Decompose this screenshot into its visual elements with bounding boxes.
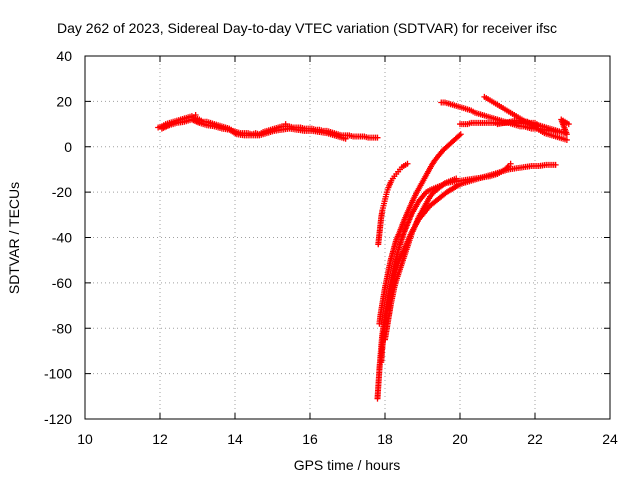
series-track-c-rising <box>376 131 464 327</box>
x-tick-label: 10 <box>77 431 93 447</box>
data-point <box>374 134 381 141</box>
data-point <box>192 111 199 118</box>
x-tick-label: 14 <box>227 431 243 447</box>
data-point <box>563 136 570 143</box>
grid-layer <box>85 56 610 419</box>
y-tick-label: -100 <box>44 366 72 382</box>
tick-layer <box>84 55 611 420</box>
x-tick-label: 16 <box>302 431 318 447</box>
x-tick-labels: 10 12 14 16 18 20 22 24 <box>77 431 618 447</box>
y-axis-label: SDTVAR / TECUs <box>6 182 22 294</box>
y-tick-label: -80 <box>52 320 72 336</box>
y-tick-labels: -120 -100 -80 -60 -40 -20 0 20 40 <box>44 48 72 427</box>
x-tick-label: 22 <box>527 431 543 447</box>
y-tick-label: 0 <box>64 139 72 155</box>
data-point <box>565 121 572 128</box>
series-upper-right-band <box>438 93 572 143</box>
data-point <box>552 161 559 168</box>
y-tick-label: -40 <box>52 230 72 246</box>
y-tick-label: 20 <box>56 93 72 109</box>
data-point <box>282 121 289 128</box>
y-tick-label: -120 <box>44 411 72 427</box>
series-daytime-band <box>155 111 381 142</box>
y-tick-label: 40 <box>56 48 72 64</box>
y-tick-label: -20 <box>52 184 72 200</box>
x-tick-label: 24 <box>602 431 618 447</box>
plot-frame <box>84 55 611 420</box>
y-tick-label: -60 <box>52 275 72 291</box>
chart-title: Day 262 of 2023, Sidereal Day-to-day VTE… <box>57 20 557 36</box>
data-point <box>404 160 411 167</box>
x-tick-label: 20 <box>452 431 468 447</box>
data-point <box>457 131 464 138</box>
data-point <box>342 135 349 142</box>
series-track-e-mid <box>382 175 460 343</box>
data-point <box>532 123 538 130</box>
x-tick-label: 18 <box>377 431 393 447</box>
x-axis-label: GPS time / hours <box>294 457 401 473</box>
data-point <box>507 160 514 167</box>
data-point <box>453 175 460 182</box>
series-track-a-steep <box>375 160 411 248</box>
x-tick-label: 12 <box>152 431 168 447</box>
data-point <box>456 132 463 139</box>
data-layer <box>155 93 572 402</box>
